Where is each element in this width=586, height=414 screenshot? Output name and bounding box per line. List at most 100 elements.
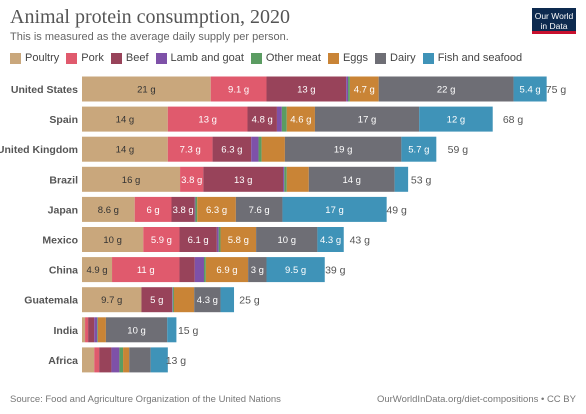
segment-label: 13 g bbox=[198, 115, 217, 126]
bar-segment bbox=[308, 166, 395, 192]
segment-label: 14 g bbox=[116, 115, 135, 126]
legend-item[interactable]: Fish and seafood bbox=[422, 52, 522, 64]
bar-segment bbox=[220, 287, 235, 313]
bar-segment bbox=[82, 106, 168, 132]
segment-label: 17 g bbox=[358, 115, 377, 126]
bar-segment bbox=[99, 347, 112, 373]
legend-label: Pork bbox=[81, 52, 104, 64]
bar-segment bbox=[513, 76, 547, 102]
bar-segment bbox=[212, 136, 252, 162]
segment-label: 10 g bbox=[103, 235, 122, 246]
legend-item[interactable]: Dairy bbox=[375, 52, 416, 64]
legend-swatch bbox=[110, 52, 122, 64]
legend-item[interactable]: Lamb and goat bbox=[155, 52, 244, 64]
bar-segment bbox=[210, 76, 267, 102]
segment-label: 8.6 g bbox=[98, 205, 119, 216]
legend-item[interactable]: Other meat bbox=[250, 52, 321, 64]
legend-item[interactable]: Poultry bbox=[10, 52, 59, 64]
bar-segment bbox=[276, 106, 282, 132]
segment-label: 4.7 g bbox=[354, 85, 375, 96]
total-label: 13 g bbox=[166, 355, 187, 367]
bar-segment bbox=[129, 347, 151, 373]
legend-label: Lamb and goat bbox=[170, 52, 244, 64]
segment-label: 14 g bbox=[342, 175, 361, 186]
segment-label: 10 g bbox=[277, 235, 296, 246]
bar-segment bbox=[247, 106, 277, 132]
chart-title: Animal protein consumption, 2020 bbox=[10, 6, 290, 28]
bar-segment bbox=[179, 227, 217, 252]
bar-segment bbox=[180, 166, 204, 192]
legend-swatch bbox=[327, 52, 339, 64]
bar-segment bbox=[94, 317, 98, 343]
legend: Poultry Pork Beef Lamb and goat Other meat Eg… bbox=[10, 52, 529, 64]
bar-segment bbox=[119, 347, 124, 373]
bar-segment bbox=[112, 257, 180, 283]
segment-label: 3.8 g bbox=[173, 205, 194, 216]
segment-label: 5.7 g bbox=[408, 145, 429, 156]
bar-segment bbox=[88, 317, 95, 343]
segment-label: 22 g bbox=[437, 85, 456, 96]
bar-segment bbox=[173, 287, 195, 313]
segment-label: 21 g bbox=[137, 85, 156, 96]
bar-segment bbox=[216, 227, 219, 252]
bar-segment bbox=[111, 347, 120, 373]
bar-segment bbox=[220, 227, 257, 252]
bar-segment bbox=[82, 136, 168, 162]
bar-segment bbox=[203, 257, 206, 283]
category-label: Mexico bbox=[42, 235, 78, 247]
bar-segment bbox=[282, 196, 387, 222]
segment-label: 19 g bbox=[334, 145, 353, 156]
bar-segment bbox=[346, 76, 349, 102]
segment-label: 3.8 g bbox=[181, 175, 202, 186]
bar-segment bbox=[179, 257, 195, 283]
legend-item[interactable]: Pork bbox=[66, 52, 104, 64]
segment-label: 11 g bbox=[137, 265, 155, 276]
bar-segment bbox=[143, 227, 180, 252]
segment-label: 4.8 g bbox=[252, 115, 273, 126]
bar-segment bbox=[314, 106, 420, 132]
owid-logo[interactable]: Our World in Data bbox=[532, 8, 576, 34]
category-label: United Kingdom bbox=[0, 144, 78, 156]
bar-segment bbox=[284, 136, 402, 162]
bar-segment bbox=[286, 106, 315, 132]
total-label: 59 g bbox=[448, 144, 469, 156]
bar-segment bbox=[167, 317, 177, 343]
bar-segment bbox=[194, 257, 204, 283]
logo-line-1: Our World bbox=[534, 11, 574, 21]
bar-segment bbox=[105, 317, 168, 343]
bar-segment bbox=[97, 317, 98, 343]
bar-segment bbox=[248, 257, 267, 283]
bar-segment bbox=[197, 196, 236, 222]
category-label: Africa bbox=[48, 355, 78, 367]
legend-item[interactable]: Eggs bbox=[327, 52, 369, 64]
bar-segment bbox=[82, 347, 95, 373]
segment-label: 6 g bbox=[146, 205, 159, 216]
logo-line-2: in Data bbox=[540, 21, 568, 31]
bar-segment bbox=[97, 317, 106, 343]
legend-item[interactable]: Beef bbox=[110, 52, 149, 64]
legend-swatch bbox=[66, 52, 78, 64]
category-label: Guatemala bbox=[24, 295, 78, 307]
total-label: 39 g bbox=[325, 265, 346, 277]
credit-link[interactable]: OurWorldInData.org/diet-compositions • C… bbox=[376, 394, 576, 405]
bar-segment bbox=[82, 76, 211, 102]
total-label: 43 g bbox=[350, 235, 371, 247]
legend-swatch bbox=[422, 52, 434, 64]
category-label: China bbox=[49, 265, 78, 277]
legend-label: Beef bbox=[125, 52, 149, 64]
segment-label: 9.5 g bbox=[285, 265, 306, 276]
legend-swatch bbox=[250, 52, 262, 64]
segment-label: 5.4 g bbox=[520, 85, 541, 96]
bar-segment bbox=[195, 196, 198, 222]
bar-segment bbox=[251, 136, 259, 162]
category-label: United States bbox=[11, 84, 78, 96]
total-label: 53 g bbox=[411, 174, 432, 186]
bar-segment bbox=[218, 227, 221, 252]
segment-label: 4.3 g bbox=[320, 235, 341, 246]
legend-label: Eggs bbox=[342, 52, 369, 64]
bar-segment bbox=[235, 196, 283, 222]
bar-segment bbox=[123, 347, 130, 373]
bar-segment bbox=[94, 347, 100, 373]
bar-segment bbox=[85, 317, 89, 343]
segment-label: 6.9 g bbox=[216, 265, 237, 276]
